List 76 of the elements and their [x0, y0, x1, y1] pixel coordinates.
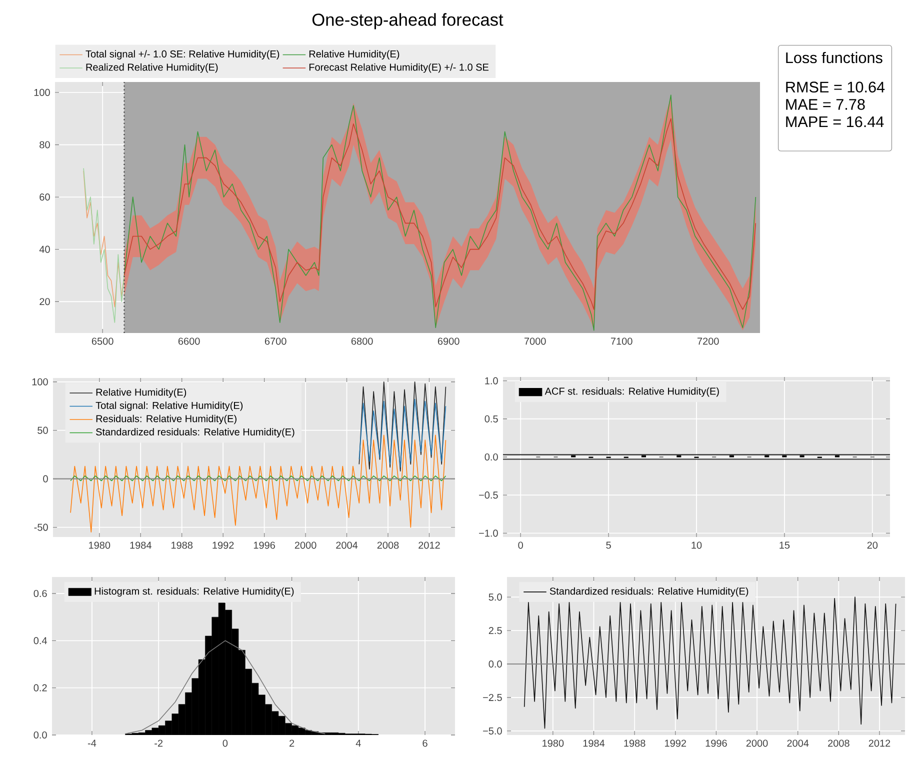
y-tick-label: 0.2	[34, 684, 47, 692]
x-tick-label: 0	[222, 740, 228, 747]
x-tick-label: 6900	[438, 338, 460, 345]
y-tick-label: −5.0	[483, 727, 502, 735]
x-tick-label: 1984	[130, 542, 152, 549]
legend-label: Forecast Relative Humidity(E) +/- 1.0 SE	[309, 63, 489, 73]
x-tick-label: 2008	[828, 740, 850, 747]
y-tick-label: 2.5	[488, 627, 502, 634]
x-tick-label: 6600	[178, 338, 200, 345]
y-tick-label: 0.0	[34, 731, 47, 739]
legend-label: Total signal: Relative Humidity(E)	[96, 402, 243, 411]
x-tick-label: 1992	[665, 740, 686, 747]
x-tick-label: 6500	[92, 338, 114, 345]
y-tick-label: −2.5	[483, 694, 502, 702]
y-tick-label: −0.5	[479, 492, 498, 499]
y-tick-label: 40	[39, 246, 50, 253]
y-tick-label: 0.6	[34, 590, 47, 598]
x-tick-label: 2004	[336, 542, 358, 549]
y-tick-label: 100	[34, 88, 50, 96]
x-tick-label: 6	[422, 740, 428, 747]
x-tick-label: 0	[518, 542, 523, 549]
y-tick-label: 0.4	[34, 637, 48, 644]
x-tick-label: 2000	[746, 740, 768, 747]
x-tick-label: -4	[88, 740, 96, 747]
x-tick-label: 1996	[254, 542, 275, 549]
legend-label: Relative Humidity(E)	[309, 50, 400, 60]
legend-label: Standardized residuals: Relative Humidity(E)	[550, 587, 748, 597]
text: MAE = 7.78	[786, 98, 865, 110]
x-tick-label: 1992	[212, 542, 234, 549]
x-tick-label: 2000	[294, 542, 316, 549]
y-tick-label: 50	[38, 426, 48, 434]
y-tick-label: 100	[32, 378, 48, 386]
x-tick-label: 2004	[787, 740, 809, 747]
legend-label: Total signal +/- 1.0 SE: Relative Humidity(E)	[86, 50, 280, 60]
x-tick-label: 20	[867, 542, 878, 549]
x-tick-label: 2008	[377, 542, 399, 549]
x-tick-label: 7100	[610, 338, 632, 345]
text: MAPE = 16.44	[786, 116, 884, 128]
y-tick-label: 0.5	[484, 415, 498, 422]
y-tick-label: -50	[34, 524, 48, 531]
y-tick-label: 0.0	[484, 453, 498, 461]
x-tick-label: 5	[606, 542, 611, 549]
x-tick-label: 7000	[524, 338, 546, 345]
chart-title: One-step-ahead forecast	[312, 13, 504, 30]
y-tick-label: 0.0	[488, 660, 502, 668]
x-tick-label: -2	[154, 740, 163, 747]
legend-label: Relative Humidity(E)	[96, 388, 186, 398]
legend-label: ACF st. residuals: Relative Humidity(E)	[544, 387, 719, 397]
legend-label: Realized Relative Humidity(E)	[86, 63, 218, 73]
x-tick-label: 6700	[264, 338, 286, 345]
x-tick-label: 1988	[624, 740, 646, 747]
y-tick-label: 5.0	[488, 594, 502, 601]
x-tick-label: 7200	[698, 338, 719, 345]
legend-label: Standardized residuals: Relative Humidity(E)	[96, 428, 294, 438]
x-tick-label: 6800	[351, 338, 373, 345]
y-tick-label: 60	[40, 193, 50, 201]
x-tick-label: 1996	[706, 740, 727, 747]
text: RMSE = 10.64	[786, 82, 885, 93]
legend-label: Histogram st. residuals: Relative Humidity(E)	[94, 587, 294, 597]
x-tick-label: 2	[290, 740, 294, 747]
y-tick-label: 0	[43, 475, 48, 482]
y-tick-label: 1.0	[485, 377, 498, 384]
y-tick-label: 20	[40, 298, 50, 306]
x-tick-label: 1980	[542, 740, 564, 747]
x-tick-label: 2012	[868, 740, 890, 747]
y-tick-label: −1.0	[479, 530, 498, 537]
text: Loss functions	[786, 52, 882, 64]
y-tick-label: 80	[40, 141, 50, 148]
x-tick-label: 2012	[418, 542, 440, 549]
x-tick-label: 15	[780, 542, 790, 549]
legend-label: Residuals: Relative Humidity(E)	[96, 414, 236, 424]
x-tick-label: 1980	[89, 542, 110, 549]
x-tick-label: 1984	[583, 740, 605, 747]
x-tick-label: 10	[692, 542, 702, 549]
x-tick-label: 4	[356, 740, 361, 747]
x-tick-label: 1988	[171, 542, 193, 549]
